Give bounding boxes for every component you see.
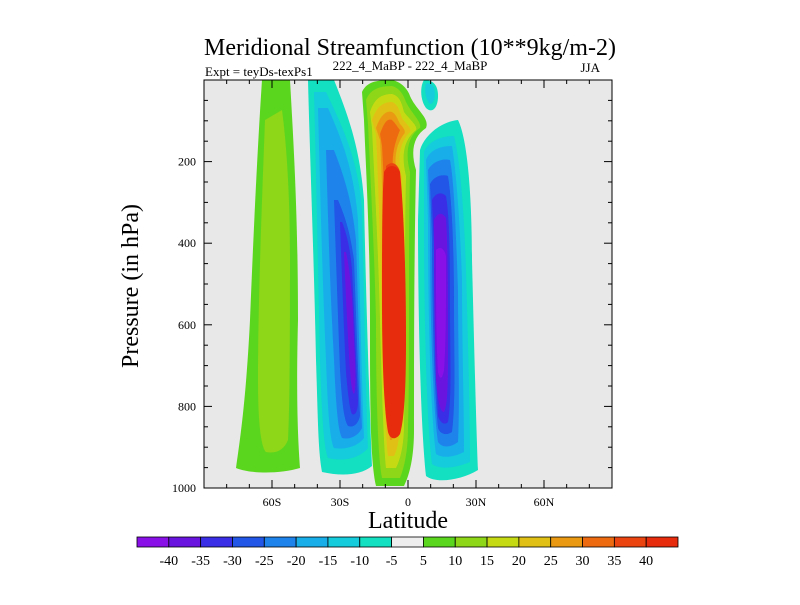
contour-upper-blob-inner	[425, 83, 435, 104]
colorbar-label: -25	[255, 554, 274, 569]
colorbar-label: 10	[448, 554, 462, 569]
colorbar-label: -15	[319, 554, 338, 569]
y-tick-label: 1000	[172, 481, 196, 495]
colorbar-swatch	[454, 536, 488, 548]
x-tick-label: 30S	[331, 495, 350, 509]
colorbar-swatch	[518, 536, 552, 548]
colorbar-label: 30	[576, 554, 590, 569]
y-tick-label: 800	[178, 399, 196, 413]
colorbar-swatch	[391, 536, 424, 548]
colorbar-swatch	[582, 536, 615, 548]
colorbar-swatch	[423, 536, 456, 548]
season-label: JJA	[580, 60, 600, 75]
x-axis: 60S 30S 0 30N 60N	[226, 80, 590, 509]
colorbar-label: -5	[386, 554, 398, 569]
contour-eq-pos-40	[382, 166, 406, 439]
colorbar-swatch	[645, 536, 679, 548]
colorbar-swatch	[359, 536, 392, 548]
contour-south-neg-35	[344, 252, 356, 394]
colorbar-label: -10	[350, 554, 369, 569]
x-tick-label: 60S	[263, 495, 282, 509]
colorbar-label: 25	[544, 554, 558, 569]
y-tick-label: 200	[178, 155, 196, 169]
y-axis-title: Pressure (in hPa)	[118, 204, 144, 368]
contour-north-neg-40	[436, 248, 446, 378]
colorbar-label: 40	[639, 554, 653, 569]
colorbar-label: 35	[607, 554, 621, 569]
colorbar: -40 -35 -30 -25 -20 -15 -10 -5 5 10 15 20 25 30 35 40	[136, 536, 679, 569]
colorbar-swatch	[295, 536, 329, 548]
colorbar-label: -40	[159, 554, 178, 569]
colorbar-swatch	[200, 536, 233, 548]
colorbar-label: -30	[223, 554, 242, 569]
colorbar-label: 5	[420, 554, 427, 569]
y-tick-label: 600	[178, 318, 196, 332]
colorbar-swatch	[136, 536, 170, 548]
colorbar-swatch	[613, 536, 647, 548]
colorbar-swatch	[486, 536, 520, 548]
colorbar-label: 20	[512, 554, 526, 569]
plot-area: 60S 30S 0 30N 60N 200 400 600 800 1000	[172, 79, 613, 509]
colorbar-swatch	[263, 536, 297, 548]
colorbar-label: -35	[191, 554, 210, 569]
comparison-label: 222_4_MaBP - 222_4_MaBP	[333, 58, 488, 73]
colorbar-label: 15	[480, 554, 494, 569]
chart-title: Meridional Streamfunction (10**9kg/m-2)	[204, 35, 616, 61]
y-axis: 200 400 600 800 1000	[172, 99, 612, 495]
x-tick-label: 30N	[466, 495, 487, 509]
x-tick-label: 0	[405, 495, 411, 509]
colorbar-swatch	[327, 536, 361, 548]
colorbar-swatch	[550, 536, 583, 548]
colorbar-label: -20	[287, 554, 306, 569]
x-tick-label: 60N	[534, 495, 555, 509]
colorbar-swatch	[168, 536, 202, 548]
colorbar-swatch	[232, 536, 265, 548]
x-axis-title: Latitude	[368, 508, 448, 534]
experiment-label: Expt = teyDs-texPs1	[205, 64, 313, 79]
contour-south-ferrel-inner	[258, 110, 290, 453]
y-tick-label: 400	[178, 236, 196, 250]
